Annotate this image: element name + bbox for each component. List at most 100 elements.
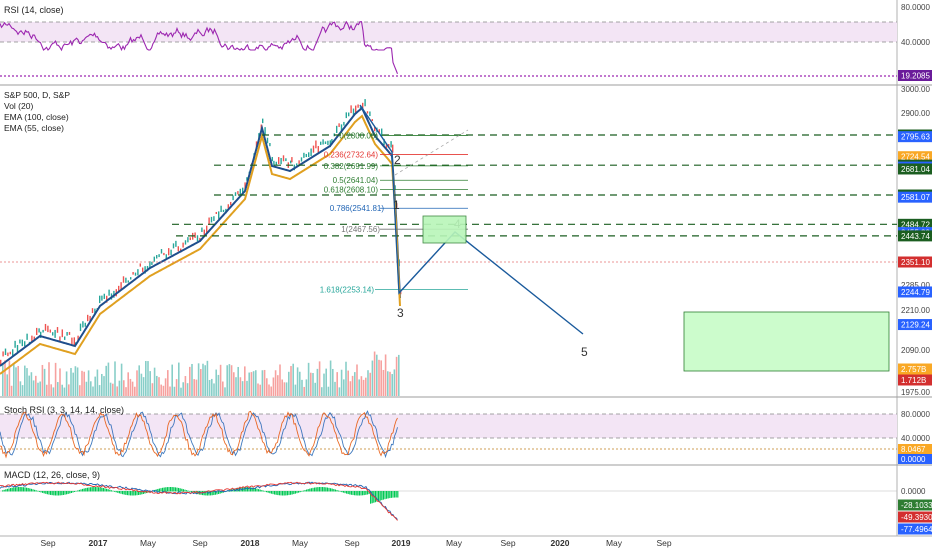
price-tag	[898, 131, 932, 143]
macd-hist-bar	[315, 487, 317, 492]
macd-hist-bar	[10, 488, 12, 492]
macd-tick-zero: 0.0000	[901, 487, 926, 496]
macd-hist-bar	[366, 491, 368, 495]
macd-hist-bar	[258, 489, 260, 492]
macd-hist-bar	[203, 491, 205, 496]
fib-trend-line	[394, 129, 469, 176]
macd-hist-bar	[138, 491, 140, 496]
volume-bar	[120, 363, 123, 396]
macd-hist-bar	[66, 491, 68, 495]
macd-hist-bar	[176, 487, 178, 492]
macd-hist-bar	[352, 491, 354, 496]
price-candle	[7, 352, 9, 357]
price-candle	[77, 335, 79, 341]
volume-bar	[268, 384, 270, 396]
macd-hist-bar	[350, 491, 352, 495]
volume-bar	[347, 370, 349, 396]
price-candle	[271, 156, 273, 162]
macd-hist-bar	[85, 488, 87, 492]
price-candle	[392, 144, 394, 153]
price-candle	[364, 99, 366, 107]
price-candle	[130, 277, 132, 280]
volume-bar	[362, 379, 365, 396]
price-candle	[184, 240, 187, 245]
volume-bar	[222, 381, 224, 396]
macd-hist-bar	[282, 491, 284, 496]
macd-hist-bar	[206, 491, 208, 496]
rsi-band	[0, 22, 897, 42]
macd-hist-bar	[363, 491, 365, 496]
price-tag-value: 2244.79	[901, 288, 930, 297]
macd-hist-bar	[94, 487, 96, 492]
price-tick: 2210.00	[901, 306, 930, 315]
macd-hist-bar	[389, 491, 391, 499]
price-candle	[242, 187, 244, 196]
price-tick: 2900.00	[901, 109, 930, 118]
volume-bar	[351, 375, 354, 396]
volume-bar	[318, 361, 321, 396]
macd-hist-bar	[333, 489, 335, 492]
price-candle	[352, 108, 355, 116]
price-candle	[64, 336, 66, 340]
macd-hist-bar	[160, 488, 162, 492]
price-candle	[47, 325, 49, 333]
price-candle	[298, 160, 300, 164]
volume-bar	[160, 384, 162, 396]
price-candle	[4, 348, 7, 356]
volume-bar	[316, 368, 319, 396]
price-candle	[340, 124, 343, 132]
macd-hist-bar	[30, 488, 32, 492]
time-axis-label: Sep	[40, 538, 55, 548]
macd-hist-bar	[285, 491, 287, 496]
price-candle	[38, 328, 40, 333]
price-candle	[269, 143, 271, 147]
macd-hist-bar	[344, 491, 346, 494]
macd-hist-bar	[80, 489, 82, 492]
volume-bar	[296, 367, 299, 396]
macd-hist-bar	[110, 490, 112, 492]
macd-hist-bar	[394, 491, 396, 498]
volume-bar	[63, 387, 66, 396]
volume-bar	[6, 374, 8, 396]
macd-hist-bar	[88, 487, 90, 492]
volume-bar	[294, 384, 297, 396]
rsi-tick-80: 80.0000	[901, 3, 930, 12]
time-axis-label: 2019	[392, 538, 411, 548]
price-candle	[99, 295, 101, 304]
macd-hist-bar	[67, 491, 69, 494]
price-tag-value: 2724.54	[901, 153, 930, 162]
macd-hist-bar	[392, 491, 394, 498]
time-axis-label: May	[140, 538, 157, 548]
price-candle	[175, 240, 177, 247]
price-candle	[275, 161, 277, 166]
price-candle	[68, 331, 71, 335]
stoch-tag	[898, 454, 932, 464]
macd-hist-bar	[299, 491, 301, 493]
macd-hist-bar	[174, 487, 176, 492]
macd-hist-bar	[72, 491, 74, 493]
macd-hist-bar	[317, 487, 319, 492]
price-candle	[172, 243, 175, 249]
volume-bar	[382, 369, 385, 396]
volume-bar	[158, 377, 160, 396]
price-candle	[170, 249, 172, 255]
price-candle	[149, 261, 151, 270]
time-axis-label: Sep	[500, 538, 515, 548]
stoch-band	[0, 414, 897, 438]
macd-hist-bar	[342, 491, 344, 493]
volume-bar	[76, 367, 79, 396]
volume-bar	[169, 386, 171, 396]
volume-bar	[105, 365, 107, 396]
macd-hist-bar	[261, 490, 263, 492]
volume-bar	[343, 379, 345, 396]
volume-bar	[312, 373, 314, 396]
price-candle	[208, 217, 210, 225]
macd-tag-value: -28.1033	[901, 501, 932, 510]
ema100-line	[0, 114, 401, 375]
volume-bar	[224, 387, 226, 396]
price-candle	[357, 104, 359, 108]
volume-bar	[175, 379, 178, 396]
volume-bar	[74, 366, 77, 396]
macd-hist-bar	[26, 487, 28, 492]
ema55-line	[0, 106, 401, 367]
